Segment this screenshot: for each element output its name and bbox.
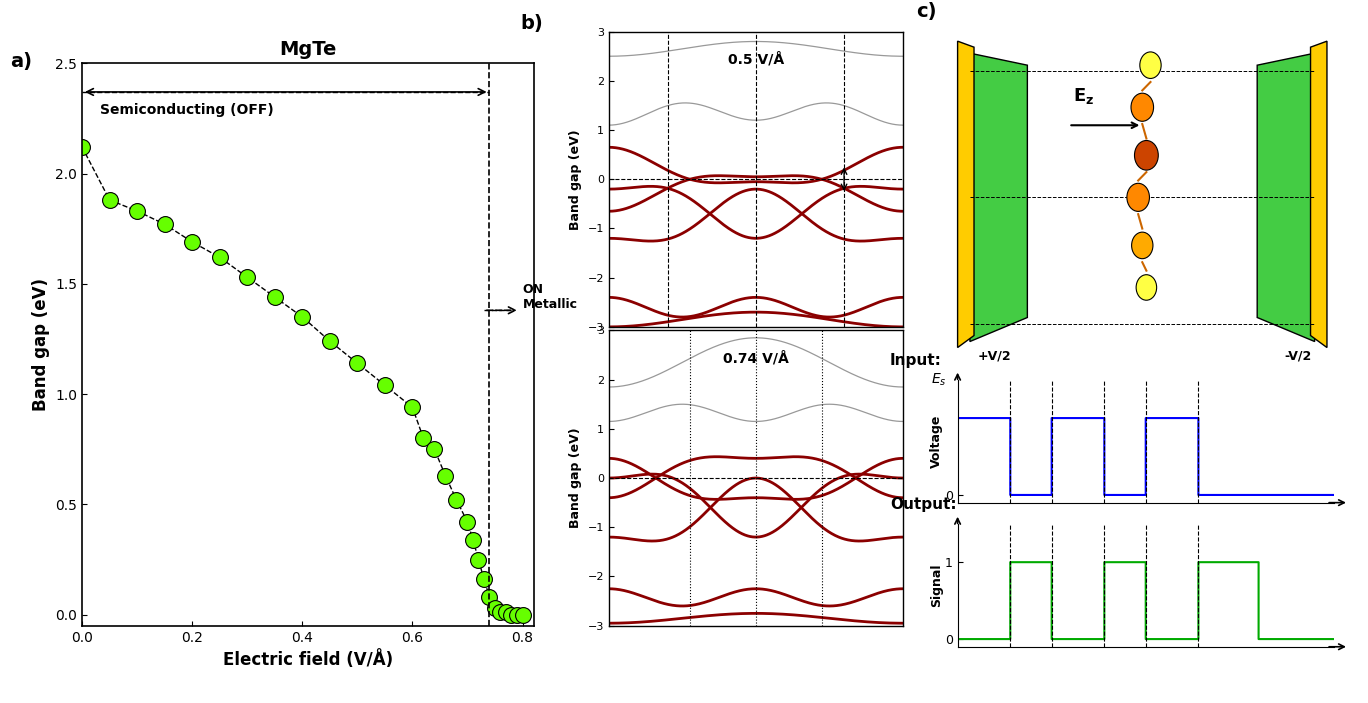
Point bbox=[457, 517, 479, 528]
Point bbox=[512, 609, 534, 620]
Y-axis label: Signal: Signal bbox=[930, 564, 944, 607]
Text: 0.5 V/Å: 0.5 V/Å bbox=[728, 52, 784, 67]
Polygon shape bbox=[1311, 41, 1327, 347]
Title: MgTe: MgTe bbox=[279, 40, 337, 59]
Point bbox=[479, 591, 501, 602]
Text: 0.74 V/Å: 0.74 V/Å bbox=[722, 351, 789, 366]
Text: c): c) bbox=[917, 2, 937, 21]
Ellipse shape bbox=[1140, 52, 1161, 79]
Point bbox=[237, 271, 259, 283]
Point bbox=[264, 292, 286, 303]
Point bbox=[153, 219, 175, 230]
Point bbox=[413, 432, 435, 444]
Ellipse shape bbox=[1134, 141, 1159, 170]
Point bbox=[401, 401, 423, 413]
Point bbox=[495, 607, 517, 618]
Polygon shape bbox=[1257, 53, 1315, 342]
Point bbox=[291, 311, 313, 323]
Text: +V/2: +V/2 bbox=[978, 349, 1011, 363]
Point bbox=[506, 609, 528, 620]
Text: a): a) bbox=[10, 52, 31, 71]
Text: $E_s$: $E_s$ bbox=[930, 371, 947, 388]
Text: Output:: Output: bbox=[889, 497, 956, 512]
Point bbox=[346, 358, 368, 369]
Point bbox=[435, 470, 457, 482]
Y-axis label: Band gap (eV): Band gap (eV) bbox=[569, 129, 581, 230]
Ellipse shape bbox=[1131, 93, 1153, 122]
Polygon shape bbox=[970, 53, 1027, 342]
Ellipse shape bbox=[1127, 183, 1149, 212]
X-axis label: Electric field (V/Å): Electric field (V/Å) bbox=[223, 650, 393, 669]
Text: ON
Metallic: ON Metallic bbox=[523, 283, 577, 311]
Ellipse shape bbox=[1131, 232, 1153, 259]
Y-axis label: Voltage: Voltage bbox=[930, 415, 944, 467]
Text: Semiconducting (OFF): Semiconducting (OFF) bbox=[100, 103, 274, 117]
Point bbox=[181, 236, 202, 247]
Text: -V/2: -V/2 bbox=[1285, 349, 1312, 363]
Point bbox=[319, 335, 341, 347]
Text: b): b) bbox=[520, 14, 543, 33]
Y-axis label: Band gap (eV): Band gap (eV) bbox=[569, 427, 581, 529]
Text: Input:: Input: bbox=[889, 353, 941, 368]
Point bbox=[209, 252, 231, 263]
Point bbox=[468, 554, 490, 565]
Text: $\mathbf{E_z}$: $\mathbf{E_z}$ bbox=[1073, 86, 1094, 106]
Point bbox=[490, 607, 512, 618]
Point bbox=[71, 141, 93, 153]
Polygon shape bbox=[958, 41, 974, 347]
Point bbox=[373, 380, 395, 391]
Point bbox=[484, 602, 506, 614]
Point bbox=[424, 444, 446, 455]
Point bbox=[501, 609, 523, 620]
Y-axis label: Band gap (eV): Band gap (eV) bbox=[31, 278, 49, 411]
Ellipse shape bbox=[1135, 275, 1156, 300]
Point bbox=[473, 574, 495, 585]
Point bbox=[126, 205, 148, 217]
Point bbox=[446, 494, 468, 505]
Point bbox=[98, 195, 120, 206]
Point bbox=[462, 534, 484, 546]
